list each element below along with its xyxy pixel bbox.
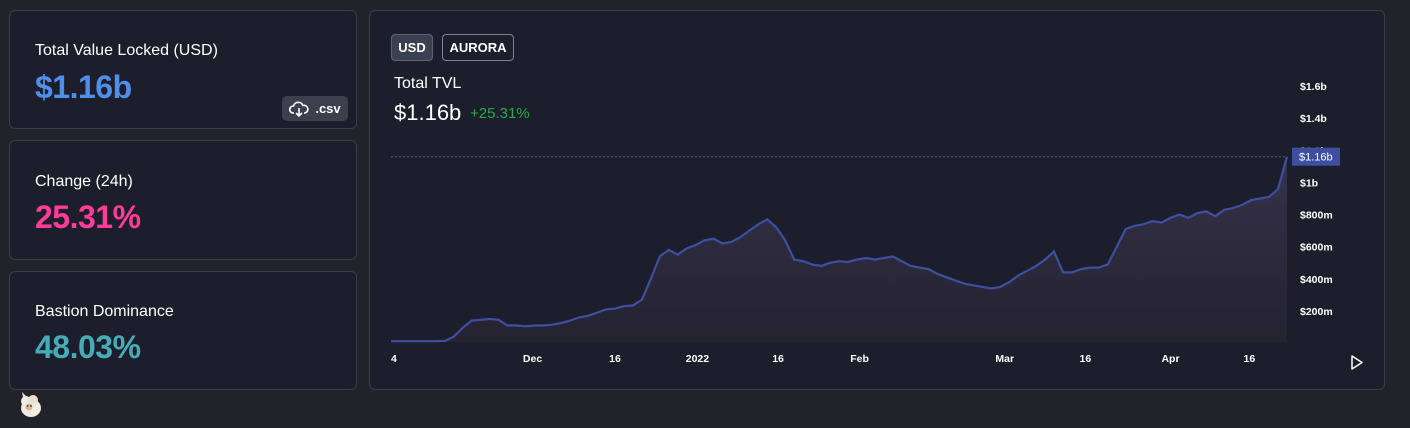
chart-header-change: +25.31% [470,105,530,122]
x-tick-label: 16 [609,353,621,365]
x-tick-label: Dec [523,353,542,365]
dominance-label: Bastion Dominance [35,303,174,320]
change-value: 25.31% [35,199,141,235]
x-tick-label: 4 [391,353,397,365]
x-tick-label: 16 [772,353,784,365]
y-tick-label: $1.4b [1300,113,1327,125]
x-tick-label: 16 [1080,353,1092,365]
toggle-usd[interactable]: USD [391,34,433,61]
current-value-label: $1.16b [1299,152,1333,164]
y-tick-label: $1.6b [1300,81,1327,93]
x-tick-label: 16 [1244,353,1256,365]
x-tick-label: 2022 [686,353,710,365]
y-tick-label: $600m [1300,242,1333,254]
y-tick-label: $800m [1300,210,1333,222]
tvl-chart[interactable]: $200m$400m$600m$800m$1b$1.2b$1.4b$1.6b 4… [370,11,1384,389]
toggle-aurora[interactable]: AURORA [442,34,514,61]
y-tick-label: $200m [1300,306,1333,318]
change-card: Change (24h) 25.31% [9,140,357,260]
csv-download-button[interactable]: .csv [282,96,348,121]
x-tick-label: Mar [995,353,1014,365]
x-tick-label: Feb [850,353,869,365]
tvl-chart-panel: $200m$400m$600m$800m$1b$1.2b$1.4b$1.6b 4… [369,10,1385,390]
tvl-value: $1.16b [35,69,132,105]
cloud-download-icon [289,101,309,117]
change-label: Change (24h) [35,173,133,190]
dominance-value: 48.03% [35,329,141,365]
chart-header-value: $1.16b [394,100,462,125]
toggle-usd-label: USD [398,40,426,55]
tvl-card: Total Value Locked (USD) $1.16b .csv [9,10,357,129]
y-tick-label: $400m [1300,274,1333,286]
play-icon[interactable] [1351,355,1363,370]
toggle-aurora-label: AURORA [449,40,507,55]
tvl-area [391,156,1287,342]
x-axis: 4 Dec 16 2022 16 Feb Mar 16 Apr 16 [391,353,1255,365]
tvl-label: Total Value Locked (USD) [35,42,218,59]
tvl-line [391,156,1289,343]
y-axis: $200m$400m$600m$800m$1b$1.2b$1.4b$1.6b [1300,81,1333,318]
dominance-card: Bastion Dominance 48.03% [9,271,357,390]
y-tick-label: $1b [1300,177,1318,189]
csv-button-label: .csv [315,101,341,116]
chart-title: Total TVL [394,75,462,92]
current-value-tag: $1.16b [1292,147,1340,166]
x-tick-label: Apr [1161,353,1179,365]
llama-icon[interactable] [18,391,44,419]
